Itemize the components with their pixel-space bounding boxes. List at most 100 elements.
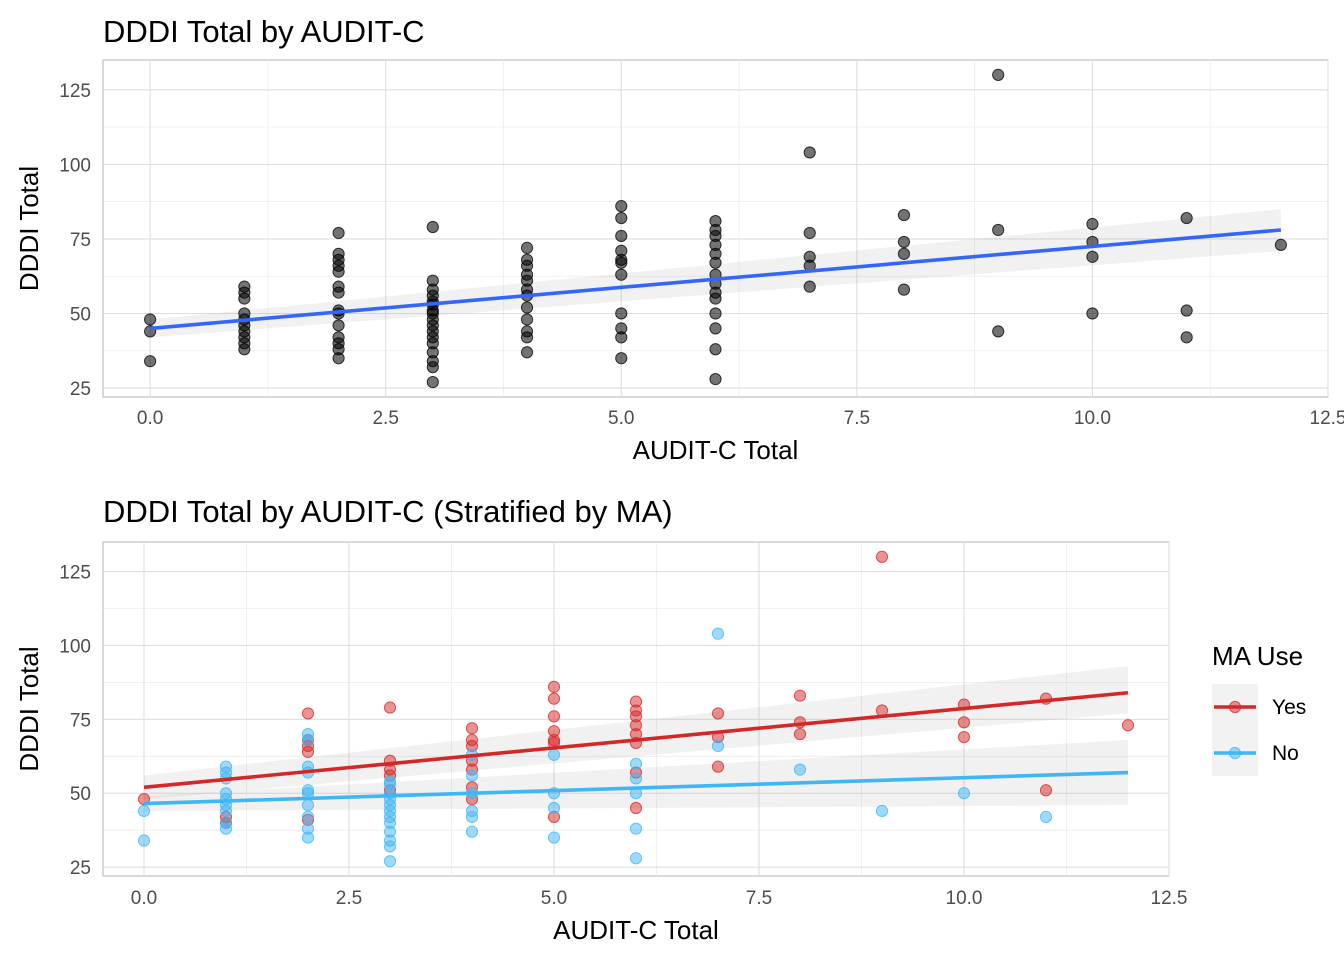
data-point: [219, 804, 233, 818]
data-point: [709, 307, 722, 320]
chart-panel-1: 0.0 2.5 5.0 7.5 10.0 12.5 25 50 75 100 125 AUDIT-C …: [14, 14, 1344, 465]
x-tick-label: 12.5: [1310, 408, 1344, 429]
legend-key-point: [1228, 700, 1242, 714]
data-point: [803, 146, 816, 159]
data-point: [709, 343, 722, 356]
data-point: [629, 801, 643, 815]
legend-label-yes: Yes: [1272, 696, 1306, 719]
data-point: [615, 229, 628, 243]
data-point: [615, 268, 628, 281]
data-point: [711, 707, 725, 720]
y-tick-label: 25: [70, 379, 91, 400]
data-point: [629, 772, 643, 785]
data-point: [426, 361, 439, 374]
data-point: [1121, 719, 1135, 732]
data-point: [301, 798, 315, 812]
data-point: [793, 728, 807, 741]
data-point: [520, 313, 534, 326]
y-tick-label: 75: [70, 230, 91, 251]
data-point: [547, 680, 561, 693]
data-point: [547, 801, 561, 815]
data-point: [803, 226, 816, 240]
data-point: [1274, 238, 1287, 252]
y-tick-label: 100: [59, 155, 91, 176]
data-point: [615, 307, 628, 320]
data-point: [383, 701, 397, 714]
data-point: [615, 352, 628, 365]
x-tick-label: 7.5: [844, 408, 870, 429]
data-point: [957, 730, 971, 744]
data-point: [992, 68, 1005, 82]
data-point: [1180, 211, 1193, 225]
data-point: [709, 256, 722, 269]
data-point: [897, 247, 911, 260]
data-point: [1086, 250, 1099, 263]
data-point: [629, 822, 643, 835]
x-axis-title: AUDIT-C Total: [633, 435, 799, 465]
data-point: [547, 748, 561, 761]
data-point: [332, 226, 345, 240]
data-point: [547, 831, 561, 844]
x-tick-label: 2.5: [336, 888, 362, 909]
data-point: [1039, 784, 1053, 797]
legend-title: MA Use: [1212, 641, 1303, 671]
data-point: [875, 804, 889, 818]
x-tick-label: 5.0: [541, 888, 567, 909]
data-point: [793, 689, 807, 702]
data-point: [629, 852, 643, 865]
data-point: [520, 331, 534, 344]
data-point: [219, 822, 233, 835]
x-tick-label: 2.5: [372, 408, 398, 429]
x-tick-label: 0.0: [131, 888, 157, 909]
data-point: [301, 745, 315, 758]
data-point: [520, 346, 534, 359]
data-point: [426, 375, 439, 389]
data-point: [615, 331, 628, 344]
data-point: [520, 241, 534, 254]
data-point: [897, 283, 911, 296]
data-point: [897, 208, 911, 222]
data-point: [957, 787, 971, 800]
data-point: [1086, 307, 1099, 320]
data-point: [709, 322, 722, 335]
y-tick-label: 50: [70, 784, 91, 805]
data-point: [992, 325, 1005, 338]
y-tick-label: 75: [70, 710, 91, 731]
data-point: [465, 825, 479, 838]
data-point: [992, 223, 1005, 237]
data-point: [711, 760, 725, 773]
data-point: [301, 831, 315, 844]
data-point: [465, 722, 479, 735]
series-all: [144, 68, 1287, 389]
data-point: [615, 200, 628, 213]
data-point: [1180, 331, 1193, 344]
data-point: [803, 280, 816, 293]
data-point: [793, 763, 807, 776]
data-point: [711, 739, 725, 753]
data-point: [1039, 810, 1053, 823]
x-tick-label: 12.5: [1151, 888, 1188, 909]
data-point: [383, 855, 397, 868]
y-tick-label: 50: [70, 304, 91, 325]
chart-panel-2: 0.0 2.5 5.0 7.5 10.0 12.5 25 50 75 100 125 AUDIT-C …: [14, 494, 1306, 945]
data-point: [547, 710, 561, 723]
data-point: [875, 550, 889, 563]
data-point: [238, 343, 251, 356]
data-point: [301, 733, 315, 747]
y-tick-label: 125: [59, 81, 91, 102]
y-tick-label: 25: [70, 858, 91, 879]
data-point: [897, 235, 911, 249]
data-point: [383, 840, 397, 853]
data-point: [332, 352, 345, 365]
y-tick-label: 100: [59, 636, 91, 657]
data-point: [711, 627, 725, 640]
fit-line-yes: [143, 690, 1129, 790]
data-point: [465, 810, 479, 823]
data-point: [137, 804, 151, 818]
fit-line: [149, 228, 1282, 331]
data-point: [615, 211, 628, 225]
data-point: [332, 265, 345, 278]
data-point: [465, 769, 479, 782]
